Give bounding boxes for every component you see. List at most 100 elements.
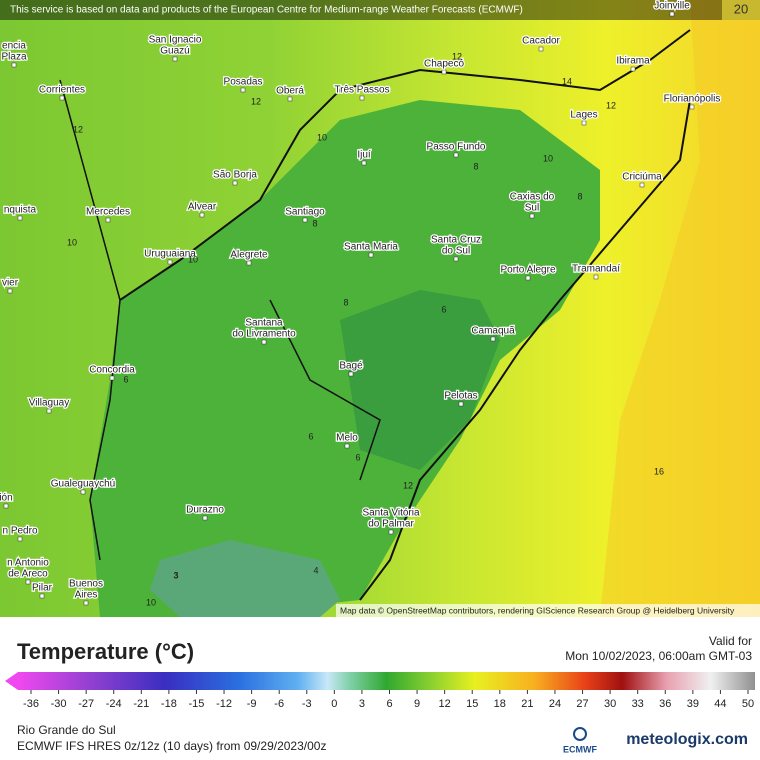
city-label: Mercedes bbox=[86, 207, 130, 218]
city-label: de Areco bbox=[8, 569, 48, 580]
city-label: Buenos bbox=[69, 579, 103, 590]
city-marker bbox=[529, 213, 535, 219]
city-label: Melo bbox=[336, 433, 358, 444]
city-marker bbox=[361, 160, 367, 166]
city-label: Santa Maria bbox=[344, 242, 398, 253]
city-label: Pelotas bbox=[444, 391, 477, 402]
city-label: Plaza bbox=[1, 52, 26, 63]
city-label: do Sul bbox=[442, 246, 470, 257]
city-label: Cacador bbox=[522, 36, 560, 47]
contour-label: 6 bbox=[441, 304, 446, 314]
colorbar-tick-label: -18 bbox=[161, 698, 177, 710]
model: ECMWF IFS HRES 0z/12z (10 days) from 09/… bbox=[17, 739, 326, 753]
city-marker bbox=[167, 259, 173, 265]
city-marker bbox=[46, 408, 52, 414]
contour-label: 8 bbox=[577, 191, 582, 201]
colorbar-tick-label: -15 bbox=[189, 698, 205, 710]
city-marker bbox=[630, 66, 636, 72]
colorbar-tick-label: -24 bbox=[106, 698, 122, 710]
city-marker bbox=[172, 56, 178, 62]
colorbar-tick-label: 15 bbox=[466, 698, 478, 710]
ecmwf-icon bbox=[573, 727, 587, 741]
contour-label: 10 bbox=[543, 153, 553, 163]
colorbar-tick-label: 18 bbox=[494, 698, 506, 710]
city-label: vier bbox=[2, 278, 19, 289]
contour-label: 8 bbox=[473, 161, 478, 171]
colorbar-tick-label: -3 bbox=[302, 698, 312, 710]
city-marker bbox=[302, 217, 308, 223]
colorbar-tick-label: 39 bbox=[687, 698, 699, 710]
colorbar-tick-label: 0 bbox=[331, 698, 337, 710]
city-label: n Pedro bbox=[2, 526, 37, 537]
city-label: Alvear bbox=[188, 202, 217, 213]
city-label: Posadas bbox=[224, 77, 263, 88]
city-marker bbox=[80, 489, 86, 495]
colorbar-tick-label: 24 bbox=[549, 698, 561, 710]
city-marker bbox=[3, 503, 9, 509]
contour-label: 16 bbox=[654, 466, 664, 476]
colorbar bbox=[18, 672, 755, 690]
city-label: Bagé bbox=[339, 361, 363, 372]
city-label: Passo Fundo bbox=[427, 142, 486, 153]
city-marker bbox=[359, 95, 365, 101]
colorbar-tick-label: -36 bbox=[23, 698, 39, 710]
city-label: nquista bbox=[4, 205, 37, 216]
contour-label: 6 bbox=[308, 431, 313, 441]
city-marker bbox=[458, 401, 464, 407]
city-label: Concordia bbox=[89, 365, 135, 376]
city-marker bbox=[669, 11, 675, 17]
contour-label: 12 bbox=[403, 480, 413, 490]
city-marker bbox=[689, 104, 695, 110]
city-label: Oberá bbox=[276, 86, 304, 97]
colorbar-tick-label: 36 bbox=[659, 698, 671, 710]
ecmwf-logo: ECMWF bbox=[563, 744, 597, 754]
city-marker bbox=[39, 593, 45, 599]
city-marker bbox=[344, 443, 350, 449]
city-label: Chapecó bbox=[424, 59, 464, 70]
notice: This service is based on data and produc… bbox=[10, 5, 523, 16]
colorbar-tick-label: -30 bbox=[51, 698, 67, 710]
valid-time: Mon 10/02/2023, 06:00am GMT-03 bbox=[565, 649, 752, 663]
city-marker bbox=[287, 96, 293, 102]
contour-label: 8 bbox=[343, 297, 348, 307]
city-label: Pilar bbox=[32, 583, 53, 594]
contour-label: 6 bbox=[355, 452, 360, 462]
legend-title: Temperature (°C) bbox=[17, 639, 194, 664]
city-marker bbox=[7, 288, 13, 294]
city-marker bbox=[453, 256, 459, 262]
city-label: do Palmar bbox=[368, 519, 414, 530]
city-label: Gualeguaychú bbox=[51, 479, 116, 490]
city-marker bbox=[83, 600, 89, 606]
city-marker bbox=[11, 62, 17, 68]
contour-label: 12 bbox=[73, 124, 83, 134]
city-marker bbox=[17, 215, 23, 221]
city-label: Villaguay bbox=[29, 398, 69, 409]
city-marker bbox=[639, 182, 645, 188]
attribution: Map data © OpenStreetMap contributors, r… bbox=[340, 605, 735, 615]
city-marker bbox=[581, 120, 587, 126]
city-label: Lages bbox=[570, 110, 597, 121]
colorbar-tick-label: 21 bbox=[521, 698, 533, 710]
colorbar-tick-label: 12 bbox=[439, 698, 451, 710]
city-label: Santana bbox=[245, 318, 283, 329]
city-marker bbox=[525, 275, 531, 281]
city-label: Tramandaí bbox=[572, 264, 620, 275]
contour-label: 14 bbox=[562, 76, 572, 86]
city-label: Criciúma bbox=[622, 172, 662, 183]
city-label: Sul bbox=[525, 203, 539, 214]
city-marker bbox=[490, 336, 496, 342]
border bbox=[59, 79, 381, 561]
city-label: Santa Vitória bbox=[362, 508, 420, 519]
city-label: Guazú bbox=[160, 46, 189, 57]
colorbar-tick-label: 44 bbox=[714, 698, 726, 710]
colorbar-tick-label: 3 bbox=[359, 698, 365, 710]
border bbox=[119, 29, 691, 601]
city-marker bbox=[17, 536, 23, 542]
contour-label: 4 bbox=[313, 565, 318, 575]
city-marker bbox=[202, 515, 208, 521]
city-label: do Livramento bbox=[232, 329, 296, 340]
cool-area bbox=[340, 290, 500, 470]
colorbar-tick-label: -21 bbox=[133, 698, 149, 710]
city-label: San Ignacio bbox=[149, 35, 202, 46]
